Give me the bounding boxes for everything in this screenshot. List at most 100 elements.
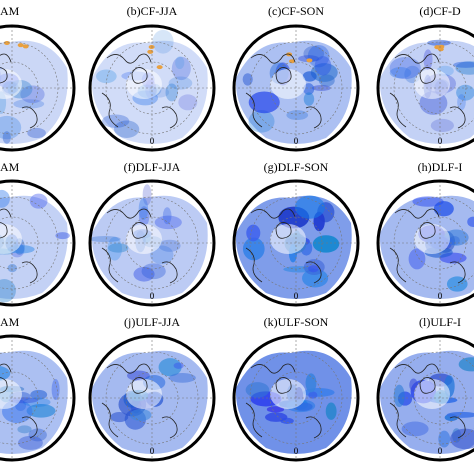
coastline bbox=[101, 363, 178, 439]
map-panel: AM bbox=[0, 160, 76, 307]
coastline bbox=[389, 208, 466, 284]
orange-patch bbox=[156, 65, 163, 70]
blue-patch bbox=[96, 69, 117, 84]
longitude-label: 0 bbox=[150, 291, 155, 301]
orange-patch bbox=[147, 49, 154, 54]
blue-patch bbox=[308, 265, 319, 273]
map-content bbox=[234, 336, 358, 460]
map-panel: (k)ULF-SON 0 bbox=[232, 315, 360, 462]
blue-patch bbox=[27, 127, 46, 139]
map-content bbox=[378, 26, 474, 150]
map-border bbox=[232, 24, 360, 152]
map-content bbox=[234, 26, 358, 150]
arctic-center bbox=[126, 69, 162, 99]
panel-title: (j)ULF-JJA bbox=[124, 315, 180, 329]
blue-patch bbox=[308, 391, 318, 399]
map-panel: (l)ULF-I 0 bbox=[376, 315, 474, 462]
blue-patch bbox=[152, 29, 174, 54]
blue-patch bbox=[280, 417, 294, 424]
arctic-center bbox=[0, 69, 22, 99]
blue-patch bbox=[458, 357, 474, 372]
map-panel: (h)DLF-I 0 bbox=[376, 160, 474, 307]
orange-patch bbox=[17, 43, 24, 48]
coastline bbox=[0, 53, 38, 129]
blue-patch bbox=[142, 184, 152, 206]
blue-patch bbox=[26, 404, 56, 418]
map-content bbox=[90, 26, 214, 150]
coastline bbox=[101, 53, 178, 129]
blue-patch bbox=[266, 406, 285, 413]
blue-patch bbox=[446, 276, 468, 292]
blue-patch bbox=[178, 94, 198, 111]
arctic-center bbox=[414, 379, 450, 409]
blue-patch bbox=[110, 412, 129, 423]
map-border bbox=[88, 334, 216, 462]
blue-patch bbox=[90, 235, 121, 243]
longitude-label: 0 bbox=[294, 446, 299, 456]
arctic-center bbox=[270, 69, 306, 99]
blue-patch bbox=[245, 382, 270, 398]
blue-patch bbox=[457, 94, 466, 111]
map-border bbox=[88, 24, 216, 152]
blue-patch bbox=[311, 84, 331, 92]
blue-patch bbox=[453, 61, 474, 68]
coastline bbox=[245, 208, 322, 284]
orange-patch bbox=[306, 58, 313, 63]
blue-patch bbox=[446, 411, 474, 418]
blue-patch bbox=[303, 83, 315, 96]
blue-patch bbox=[305, 373, 317, 393]
orange-patch bbox=[148, 44, 155, 49]
blue-patch bbox=[154, 215, 182, 230]
orange-patch bbox=[22, 44, 29, 49]
blue-patch bbox=[102, 114, 130, 128]
longitude-label: 0 bbox=[150, 136, 155, 146]
map-content bbox=[0, 181, 74, 305]
arctic-center bbox=[126, 379, 162, 409]
coastline bbox=[245, 363, 322, 439]
blue-patch bbox=[22, 397, 51, 407]
blue-patch bbox=[389, 57, 421, 80]
map-panel: AM bbox=[0, 4, 76, 152]
longitude-label: 0 bbox=[438, 446, 443, 456]
blue-patch bbox=[455, 61, 474, 75]
longitude-label: 0 bbox=[150, 446, 155, 456]
blue-patch bbox=[173, 362, 184, 369]
blue-patch bbox=[29, 193, 48, 209]
panel-title: (f)DLF-JJA bbox=[124, 160, 181, 174]
coastline bbox=[0, 363, 38, 439]
blue-patch bbox=[248, 91, 280, 114]
map-content bbox=[0, 336, 74, 460]
blue-patch bbox=[242, 73, 253, 86]
blue-patch bbox=[0, 279, 16, 303]
map-border bbox=[0, 24, 76, 152]
longitude-label: 0 bbox=[294, 291, 299, 301]
blue-patch bbox=[114, 120, 140, 138]
coastline bbox=[0, 208, 38, 284]
map-panel: (d)CF-D 0 bbox=[376, 4, 474, 152]
map-border bbox=[376, 179, 474, 307]
blue-patch bbox=[138, 206, 150, 227]
blue-patch bbox=[248, 109, 275, 133]
blue-patch bbox=[28, 428, 47, 442]
blue-patch bbox=[307, 44, 330, 68]
blue-patch bbox=[7, 263, 18, 273]
panel-title: AM bbox=[0, 160, 20, 174]
blue-patch bbox=[433, 201, 454, 217]
blue-patch bbox=[20, 85, 45, 104]
panel-title: (c)CF-SON bbox=[268, 4, 324, 18]
map-border bbox=[88, 179, 216, 307]
blue-patch bbox=[51, 379, 60, 401]
blue-patch bbox=[30, 389, 48, 400]
blue-patch bbox=[13, 99, 45, 109]
blue-patch bbox=[312, 235, 340, 253]
arctic-center bbox=[414, 224, 450, 254]
longitude-label: 0 bbox=[294, 136, 299, 146]
blue-patch bbox=[175, 56, 185, 70]
panel-title: (d)CF-D bbox=[419, 4, 461, 18]
panel-title: AM bbox=[0, 315, 20, 329]
blue-patch bbox=[314, 56, 332, 76]
arctic-center bbox=[126, 224, 162, 254]
arctic-center bbox=[414, 69, 450, 99]
blue-patch bbox=[0, 365, 11, 382]
